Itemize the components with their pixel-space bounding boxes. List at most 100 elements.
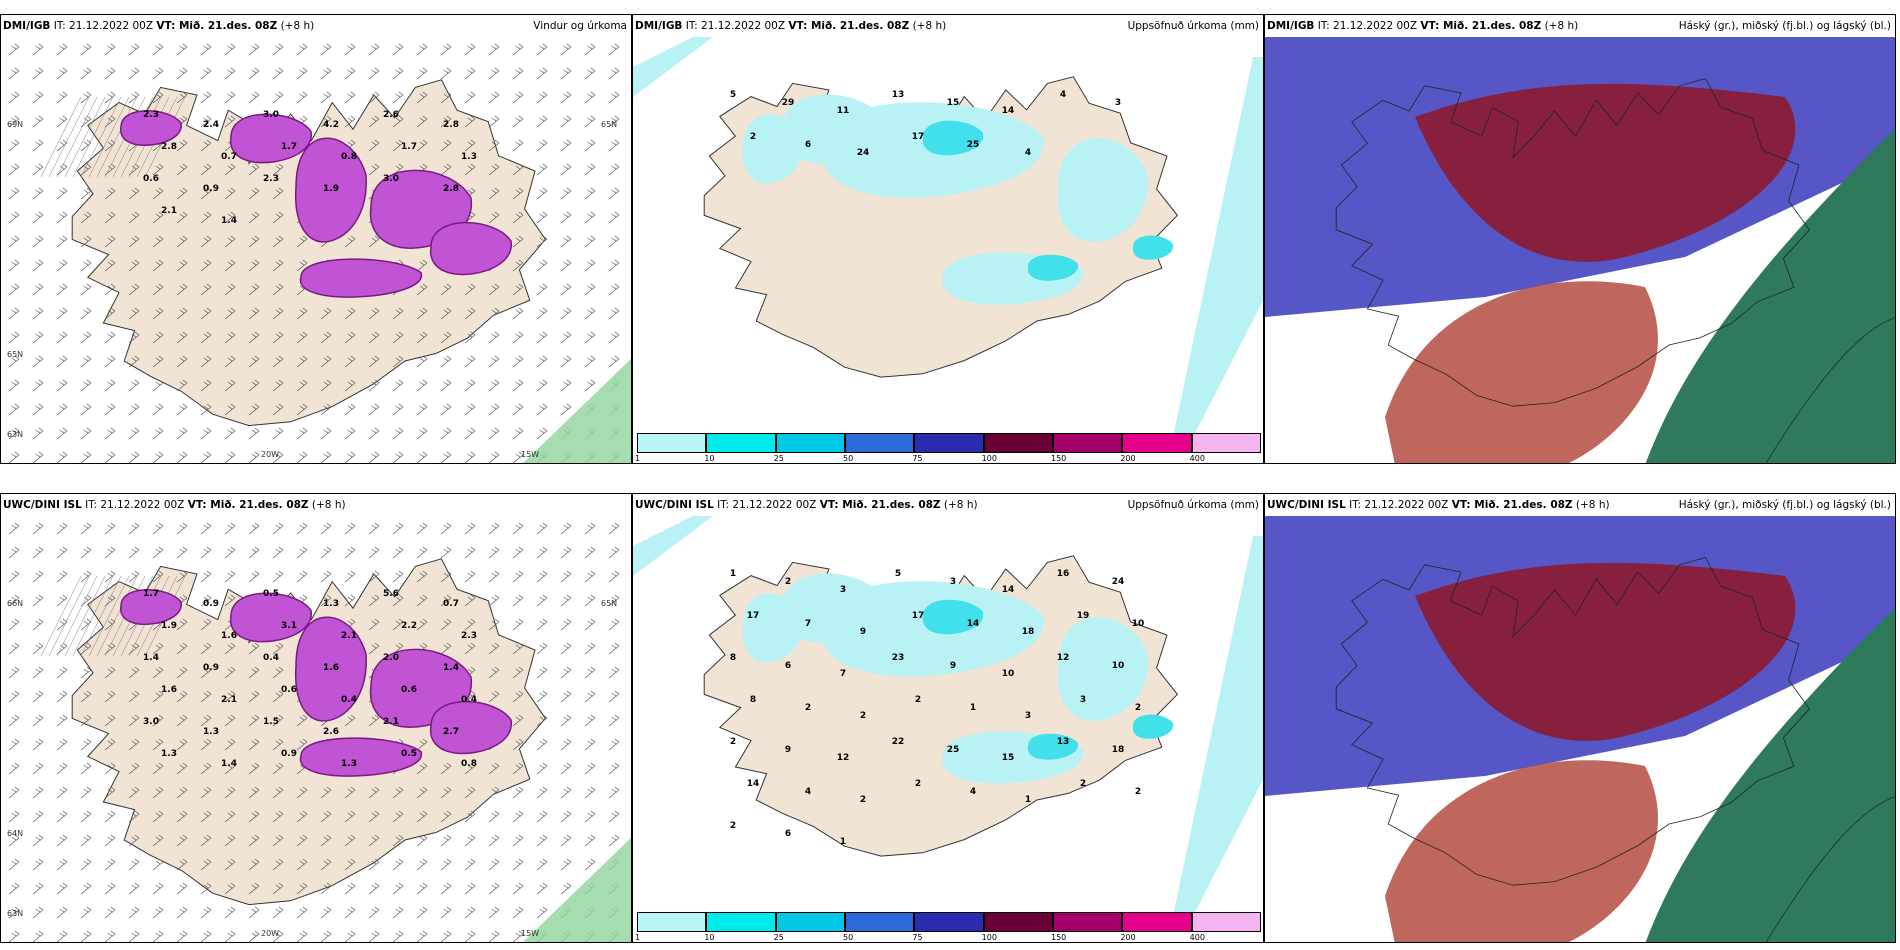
wind-barb	[296, 67, 308, 80]
wind-barb	[272, 163, 284, 176]
wind-barb	[608, 163, 620, 176]
wind-barb	[608, 307, 620, 320]
wind-barb	[128, 714, 140, 727]
wind-barb	[440, 43, 452, 56]
precip-value-label: 0.9	[281, 749, 297, 759]
wind-barb	[80, 259, 92, 272]
hatch-line	[80, 575, 122, 657]
wind-barb	[296, 427, 308, 440]
precip-value-label: 1	[1025, 795, 1031, 805]
precip-area	[1132, 235, 1174, 260]
wind-barb	[368, 858, 380, 871]
colorbar-swatch	[706, 433, 776, 453]
wind-barb	[32, 570, 44, 583]
wind-barb	[272, 786, 284, 799]
precip-value-label: 2.8	[443, 184, 459, 194]
wind-barb	[536, 882, 548, 895]
wind-barb	[536, 163, 548, 176]
precip-value-label: 17	[912, 611, 925, 621]
wind-barb	[80, 427, 92, 440]
wind-barb	[104, 810, 116, 823]
wind-barb	[176, 211, 188, 224]
wind-barb	[320, 786, 332, 799]
wind-barb	[128, 690, 140, 703]
wind-barb	[512, 930, 524, 942]
precip-value-label: 24	[1112, 577, 1125, 587]
precip-area	[1027, 733, 1079, 760]
wind-barb	[440, 570, 452, 583]
wind-barb	[560, 810, 572, 823]
wind-barb	[560, 882, 572, 895]
wind-barb	[440, 594, 452, 607]
precip-area	[782, 94, 884, 164]
precip-value-label: 25	[967, 140, 980, 150]
wind-barb	[224, 714, 236, 727]
colorbar-tick-label: 200	[1120, 933, 1136, 942]
wind-barb	[440, 906, 452, 919]
wind-barb	[320, 379, 332, 392]
precip-area	[119, 110, 182, 147]
wind-barb	[128, 259, 140, 272]
precip-area	[922, 599, 984, 635]
precip-value-label: 17	[912, 132, 925, 142]
wind-barb	[104, 331, 116, 344]
panel-title: DMI/IGB IT: 21.12.2022 00Z VT: Mið. 21.d…	[635, 20, 947, 32]
high-cloud-area	[1415, 83, 1796, 262]
wind-barb	[80, 786, 92, 799]
wind-barb	[176, 714, 188, 727]
wind-barb	[512, 666, 524, 679]
wind-barb	[104, 714, 116, 727]
wind-barb	[152, 427, 164, 440]
wind-barb	[8, 115, 20, 128]
wind-barb	[584, 738, 596, 751]
wind-barb	[536, 67, 548, 80]
low-cloud-area	[1645, 128, 1895, 463]
precip-value-label: 2.7	[443, 727, 459, 737]
precip-ocean-area	[523, 358, 631, 463]
wind-barb	[176, 427, 188, 440]
wind-barb	[104, 427, 116, 440]
panel-title: UWC/DINI ISL IT: 21.12.2022 00Z VT: Mið.…	[3, 499, 346, 511]
wind-barb	[200, 690, 212, 703]
wind-barb	[248, 235, 260, 248]
wind-barb	[248, 379, 260, 392]
wind-barb	[368, 379, 380, 392]
wind-barb	[344, 522, 356, 535]
wind-barb	[8, 762, 20, 775]
wind-barb	[392, 930, 404, 942]
wind-barb	[512, 738, 524, 751]
wind-barb	[8, 666, 20, 679]
precip-value-label: 18	[1112, 745, 1125, 755]
wind-barb	[560, 858, 572, 871]
wind-barb	[440, 163, 452, 176]
wind-barb	[224, 427, 236, 440]
wind-barb	[464, 43, 476, 56]
wind-barb	[464, 882, 476, 895]
wind-barb	[224, 163, 236, 176]
wind-barb	[104, 451, 116, 463]
wind-barb	[8, 235, 20, 248]
precip-value-label: 2	[730, 737, 736, 747]
wind-barb	[344, 379, 356, 392]
wind-barb	[248, 355, 260, 368]
precip-value-label: 1.4	[143, 653, 159, 663]
axis-label: 63N	[7, 430, 23, 439]
wind-barb	[56, 403, 68, 416]
wind-barb	[152, 930, 164, 942]
wind-barb	[200, 283, 212, 296]
wind-barb	[344, 786, 356, 799]
wind-barb	[416, 307, 428, 320]
wind-barb	[536, 666, 548, 679]
wind-barb	[488, 163, 500, 176]
wind-barb	[248, 43, 260, 56]
wind-barb	[512, 235, 524, 248]
wind-barb	[584, 187, 596, 200]
precip-area	[782, 573, 884, 643]
wind-barb	[368, 786, 380, 799]
wind-barb	[464, 786, 476, 799]
wind-barb	[488, 642, 500, 655]
wind-barb	[584, 259, 596, 272]
colorbar-tick-label: 50	[843, 933, 854, 942]
wind-barb	[608, 570, 620, 583]
wind-barb	[56, 858, 68, 871]
